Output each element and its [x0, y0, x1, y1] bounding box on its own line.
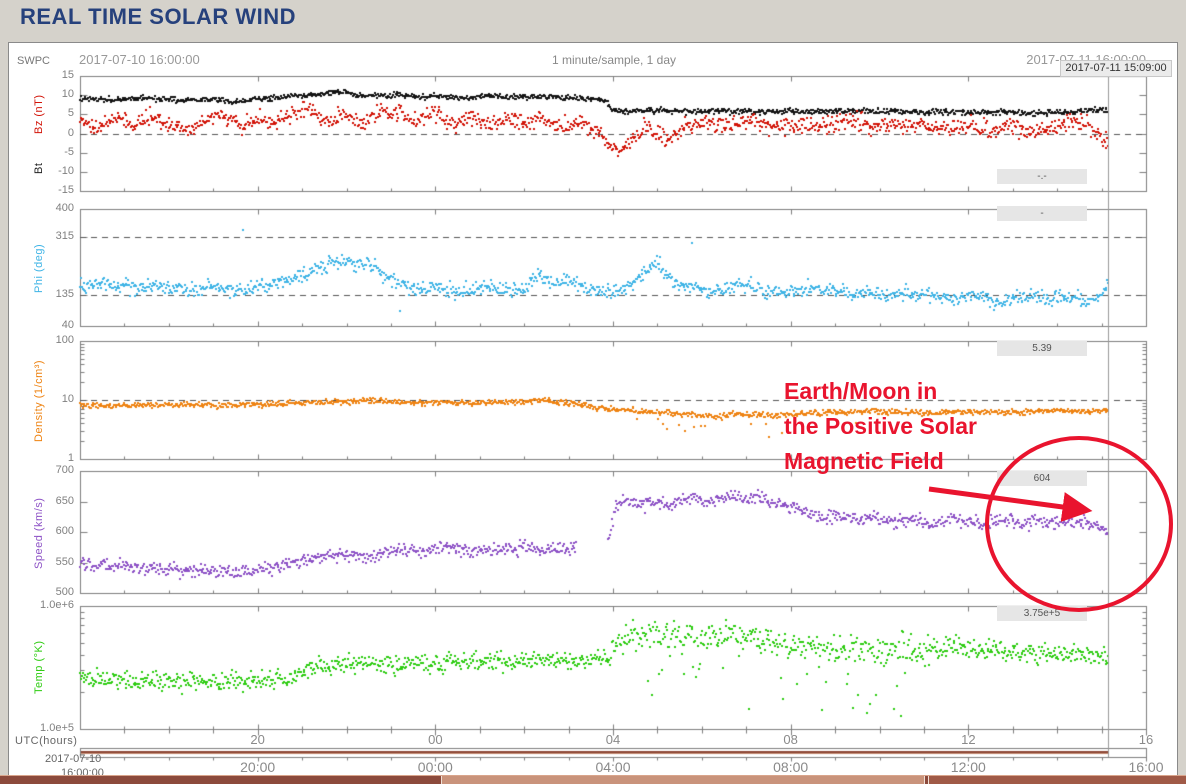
bottom-taskbar-strip	[0, 775, 1186, 784]
y-tick-label: 10	[61, 88, 74, 100]
y-tick-label: 550	[55, 556, 74, 568]
sample-info: 1 minute/sample, 1 day	[551, 53, 677, 67]
source-label: SWPC	[17, 55, 50, 67]
x-tick-label-time: 00:00	[417, 759, 453, 775]
x-tick-label-time: 08:00	[773, 759, 809, 775]
annotation-text: Earth/Moon in the Positive Solar Magneti…	[784, 374, 977, 479]
readout-bz: -.-	[997, 169, 1087, 184]
taskbar-segment	[441, 776, 925, 784]
y-tick-label: 700	[55, 464, 74, 476]
y-tick-label: 100	[55, 334, 74, 346]
page-header: REAL TIME SOLAR WIND	[0, 0, 1186, 38]
y-tick-label: 400	[55, 202, 74, 214]
solar-wind-plot-canvas[interactable]	[9, 43, 1177, 775]
axis-label-temp: Temp (°K)	[33, 640, 45, 694]
y-tick-label: 1.0e+6	[40, 599, 74, 611]
y-tick-label: -10	[58, 165, 74, 177]
x-tick-label-time: 20:00	[240, 759, 276, 775]
utc-hours-label: UTC(hours)	[15, 735, 78, 747]
readout-density: 5.39	[997, 341, 1087, 356]
y-tick-label: 315	[55, 230, 74, 242]
x-tick-label-hour: 16	[1138, 732, 1154, 747]
y-tick-label: 10	[61, 393, 74, 405]
y-tick-label: 600	[55, 525, 74, 537]
y-tick-label: 40	[61, 319, 74, 331]
cursor-time-tooltip: 2017-07-11 15:09:00	[1060, 60, 1172, 77]
y-tick-label: 0	[67, 127, 74, 139]
y-tick-label: -5	[64, 146, 74, 158]
x-tick-label-hour: 00	[428, 732, 443, 747]
readout-phi: -	[997, 206, 1087, 221]
x-tick-label-time: 04:00	[595, 759, 631, 775]
chart-panel-container: SWPC 2017-07-10 16:00:00 1 minute/sample…	[8, 42, 1178, 779]
annotation-line-1: Earth/Moon in	[784, 378, 938, 404]
x-tick-label-hour: 04	[605, 732, 621, 747]
y-tick-label: 5	[67, 107, 74, 119]
x-tick-label-hour: 20	[250, 732, 265, 747]
annotation-circle	[985, 436, 1173, 612]
y-tick-label: 500	[55, 586, 74, 598]
x-tick-label-hour: 12	[961, 732, 976, 747]
annotation-line-3: Magnetic Field	[784, 448, 944, 474]
page-title: REAL TIME SOLAR WIND	[20, 4, 297, 29]
y-tick-label: 1	[67, 452, 74, 464]
y-tick-label: 135	[55, 288, 74, 300]
start-date-label: 2017-07-10	[45, 753, 102, 765]
y-tick-label: -15	[58, 184, 74, 196]
y-tick-label: 650	[55, 495, 74, 507]
taskbar-highlight	[0, 775, 1186, 776]
x-tick-label-hour: 08	[783, 732, 798, 747]
y-tick-label: 1.0e+5	[40, 722, 74, 734]
x-tick-label-time: 12:00	[950, 759, 986, 775]
taskbar-segment	[928, 776, 1186, 784]
x-tick-label-time: 16:00	[1128, 759, 1164, 775]
annotation-line-2: the Positive Solar	[784, 413, 978, 439]
plot-start-time: 2017-07-10 16:00:00	[79, 52, 200, 67]
y-tick-label: 15	[61, 69, 74, 81]
